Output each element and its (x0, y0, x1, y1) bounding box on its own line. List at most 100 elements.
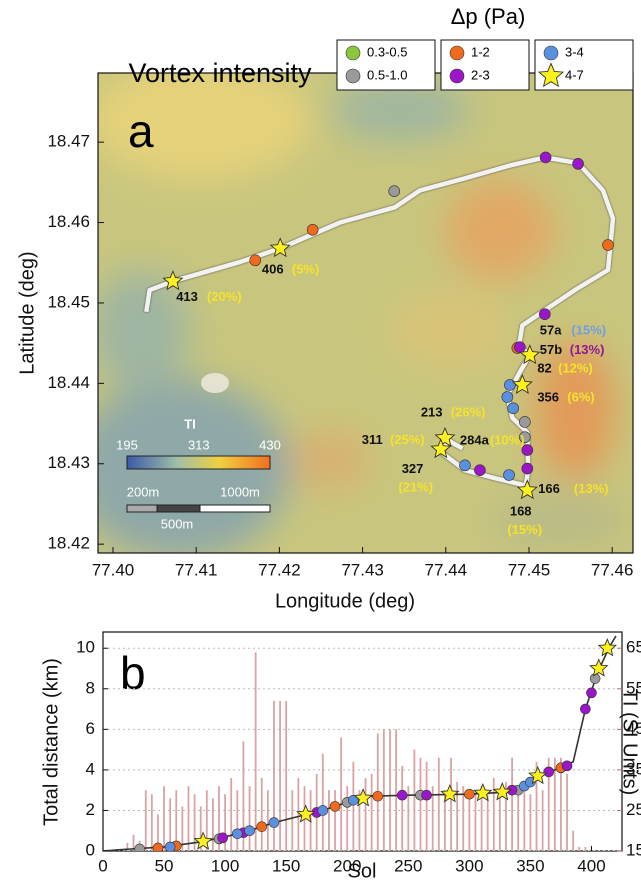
y2-axis-label: TI (SI Units) (619, 689, 641, 796)
colorbar-tick-label: 430 (259, 437, 281, 452)
ti-bar (584, 846, 587, 851)
star-marker (597, 638, 618, 657)
x-tick-label: 50 (155, 856, 174, 875)
ti-bar (230, 778, 233, 851)
ti-bar (260, 778, 263, 851)
ti-bar (297, 778, 300, 851)
ti-bar (450, 757, 452, 851)
map-layer: 413 (20%) 406 (5%) 57a (15%) 57b (13%) 82 (12%) 35… (144, 151, 616, 537)
annotation: 166 (538, 481, 560, 496)
ti-bar (395, 729, 397, 851)
colorbar-tick-label: 313 (188, 437, 210, 452)
ti-bar (547, 757, 550, 851)
ti-bar (169, 798, 172, 851)
ti-bar (236, 790, 239, 851)
point (580, 703, 591, 715)
legend-label: 0.3-0.5 (367, 44, 407, 59)
annotation: 57a (540, 323, 562, 338)
star-marker (528, 765, 548, 785)
ti-bar (242, 741, 245, 851)
point (421, 789, 432, 801)
ti-bar (486, 794, 489, 851)
star-marker (269, 237, 291, 258)
scale-bar (199, 504, 271, 513)
ti-bar (553, 757, 556, 851)
y-tick-label: 18.44 (47, 373, 90, 392)
legend-label: 0.5-1.0 (367, 67, 407, 82)
plot-frame (102, 631, 623, 852)
ti-bar (566, 773, 568, 851)
point (345, 45, 361, 61)
y2-tick-label: 450 (626, 719, 641, 738)
point (317, 805, 329, 816)
ti-bar (126, 842, 129, 851)
ti-bar (535, 761, 538, 851)
point (388, 185, 401, 197)
legend-label: 2-3 (471, 67, 490, 82)
star-marker (296, 804, 316, 823)
colorbar (126, 455, 271, 470)
point (539, 151, 552, 164)
x-tick-label: 150 (272, 856, 300, 875)
point (521, 462, 534, 475)
point (217, 832, 228, 844)
ti-bar (175, 790, 178, 851)
ti-bar (529, 794, 532, 851)
point (501, 391, 514, 403)
y-tick-label: 2 (86, 800, 95, 819)
y-tick-label: 10 (76, 638, 95, 657)
legend: 0.3-0.5 0.5-1.0 1-2 2-3 3-4 4-7 (336, 39, 634, 91)
ti-bar (187, 786, 190, 851)
ti-bar (358, 790, 361, 851)
scale-bar (156, 504, 201, 513)
ti-bar (163, 786, 165, 851)
annotation: 327 (402, 461, 424, 476)
x-tick-label: 300 (455, 856, 483, 875)
y-tick-label: 18.43 (47, 453, 90, 472)
ti-bar (498, 790, 501, 851)
annotation: (13%) (574, 481, 609, 496)
ti-bar (279, 700, 281, 851)
ti-bar (157, 814, 159, 851)
annotation: (13%) (570, 342, 605, 357)
scale-bar (126, 504, 158, 513)
ti-bar (334, 790, 336, 851)
point (372, 790, 384, 802)
x-tick-label: 77.41 (175, 560, 218, 579)
x-axis-label: Sol (348, 860, 377, 881)
panel-label: a (128, 105, 154, 157)
x-tick-label: 77.43 (341, 560, 384, 579)
point (329, 801, 341, 812)
ti-bar (474, 790, 477, 851)
point (232, 828, 243, 840)
star-marker (519, 344, 541, 365)
star-marker (353, 788, 373, 807)
ti-bar (321, 753, 324, 851)
ti-bar (468, 790, 471, 851)
y-tick-label: 0 (86, 840, 95, 859)
y-axis-label: Total distance (km) (40, 658, 62, 826)
x-tick-label: 200 (333, 856, 361, 875)
annotation: 82 (537, 360, 551, 375)
x-tick-label: 250 (394, 856, 422, 875)
ti-bar (218, 786, 220, 851)
ti-bar (266, 790, 269, 851)
legend-label: 1-2 (471, 44, 490, 59)
point (449, 68, 465, 84)
colorbar-label: TI (184, 416, 196, 431)
point (134, 843, 145, 851)
ti-bar (437, 757, 440, 851)
y-tick-label: 6 (86, 719, 95, 738)
annotation: 356 (537, 389, 559, 404)
annotation: (6%) (567, 389, 594, 404)
y-tick-label: 8 (86, 678, 95, 697)
ti-bar (254, 652, 257, 851)
x-tick-label: 77.45 (508, 560, 551, 579)
annotation: 57b (540, 342, 562, 357)
annotation: 311 (362, 432, 383, 447)
ti-bar (273, 700, 275, 851)
colorbar-tick-label: 195 (116, 437, 138, 452)
star-marker (511, 373, 533, 394)
